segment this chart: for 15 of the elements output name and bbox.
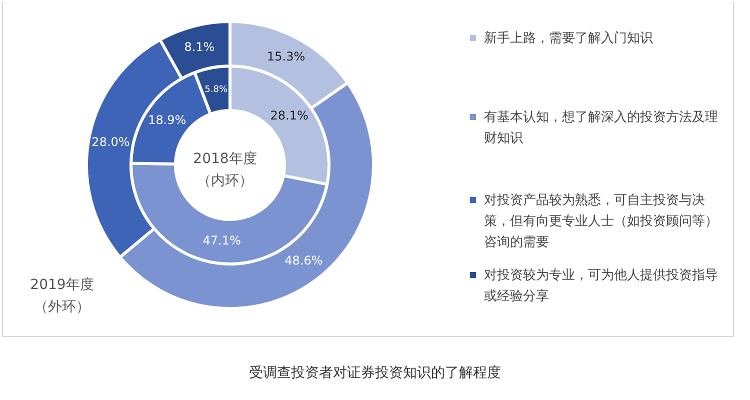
legend-label: 新手上路，需要了解入门知识: [483, 30, 654, 48]
text: 2018年度（内环）: [192, 150, 258, 191]
data-label: 28.1%: [270, 108, 308, 122]
data-label: 28.0%: [92, 135, 130, 150]
legend-label: 对投资较为专业，可为他人提供投资指导或经验分享: [483, 267, 719, 306]
legend-label: 有基本认知，想了解深入的投资方法及理财知识: [483, 109, 719, 148]
data-label: 8.1%: [184, 40, 215, 54]
data-label: 47.1%: [202, 233, 241, 248]
text: 受调查投资者对证券投资知识的了解程度: [248, 364, 502, 383]
text: 2019年度（外环）: [29, 276, 95, 317]
data-label: 5.8%: [204, 84, 228, 95]
data-label: 18.9%: [148, 113, 186, 128]
data-label: 15.3%: [267, 50, 306, 64]
legend-label: 对投资产品较为熟悉，可自主投资与决策，但有向更专业人士（如投资顾问等）咨询的需要: [483, 192, 719, 252]
data-label: 48.6%: [284, 253, 323, 268]
